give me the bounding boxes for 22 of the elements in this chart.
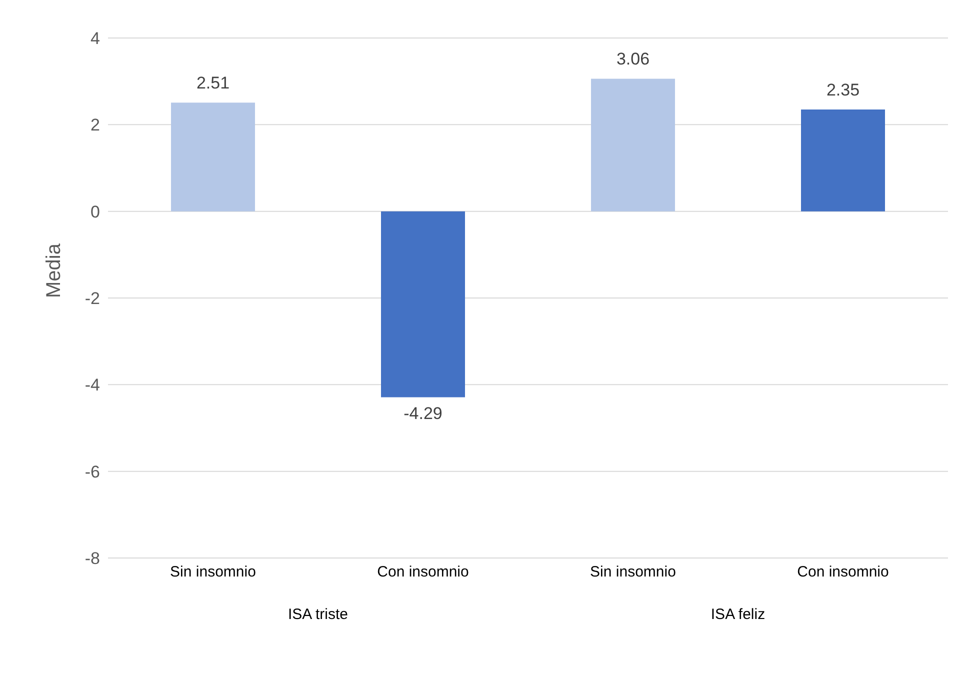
x-tick-label: Sin insomnio bbox=[170, 564, 256, 581]
bar bbox=[381, 211, 465, 398]
y-tick-label: 0 bbox=[90, 202, 100, 222]
y-tick-label: 2 bbox=[90, 116, 100, 135]
bar bbox=[801, 110, 885, 212]
y-tick-label: -6 bbox=[84, 462, 100, 482]
x-tick-label: Con insomnio bbox=[797, 564, 889, 581]
text: ISA feliz bbox=[710, 606, 766, 623]
x-tick-label: Con insomnio bbox=[377, 564, 469, 581]
y-tick-label: 4 bbox=[90, 29, 100, 48]
y-axis-title: Media bbox=[43, 242, 66, 298]
data-label: 2.51 bbox=[196, 74, 230, 93]
text: ISA triste bbox=[286, 606, 350, 623]
bar bbox=[591, 78, 675, 212]
y-tick-label: -8 bbox=[84, 549, 100, 568]
data-label: 2.35 bbox=[826, 80, 860, 100]
bar bbox=[171, 102, 255, 212]
x-tick-label: Sin insomnio bbox=[590, 564, 676, 581]
data-label: 3.06 bbox=[616, 50, 650, 69]
y-tick-label: -4 bbox=[84, 376, 100, 395]
y-tick-label: -2 bbox=[84, 289, 100, 308]
data-label: -4.29 bbox=[404, 404, 442, 424]
